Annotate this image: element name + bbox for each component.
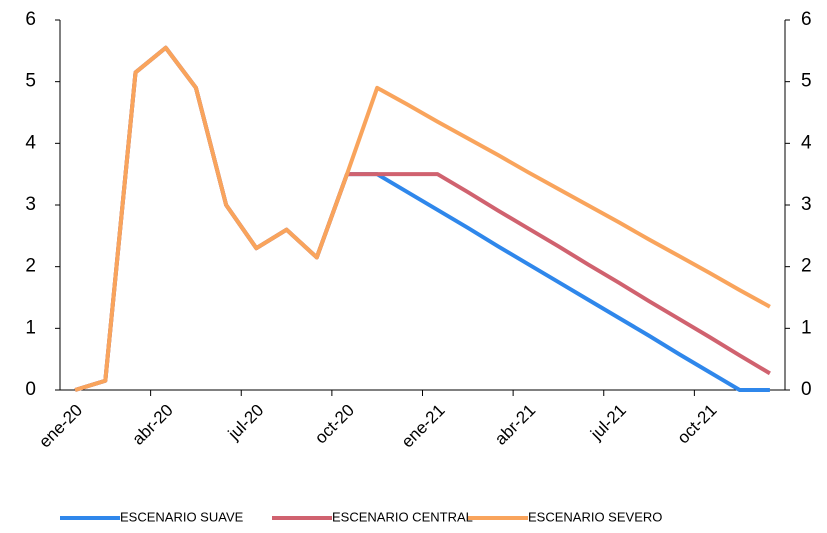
y2-tick-label: 5 [801,71,812,92]
x-tick-label: ene-20 [35,401,86,452]
y-tick-label: 3 [25,194,36,215]
x-tick-label: oct-21 [674,401,721,448]
y2-tick-label: 4 [801,132,812,153]
x-tick-label: abr-21 [491,401,539,449]
y2-tick-label: 0 [801,379,812,400]
legend-label: ESCENARIO CENTRAL [332,509,473,524]
x-tick-label: oct-20 [311,401,358,448]
y-tick-label: 0 [25,379,36,400]
series-line [74,45,771,392]
y2-tick-label: 3 [801,194,812,215]
y-tick-label: 4 [25,132,36,153]
x-tick-label: abr-20 [129,401,177,449]
legend-label: ESCENARIO SUAVE [120,509,244,524]
legend-label: ESCENARIO SEVERO [528,509,662,524]
series-line [74,45,770,392]
y2-tick-label: 1 [801,317,812,338]
y-tick-label: 5 [25,71,36,92]
x-tick-label: ene-21 [398,401,449,452]
y2-tick-label: 2 [801,256,812,277]
x-tick-label: jul-21 [586,401,630,445]
series-line [74,45,771,392]
y-tick-label: 1 [25,317,36,338]
y-tick-label: 2 [25,256,36,277]
y-tick-label: 6 [25,9,36,30]
y2-tick-label: 6 [801,9,812,30]
x-tick-label: jul-20 [224,401,268,445]
